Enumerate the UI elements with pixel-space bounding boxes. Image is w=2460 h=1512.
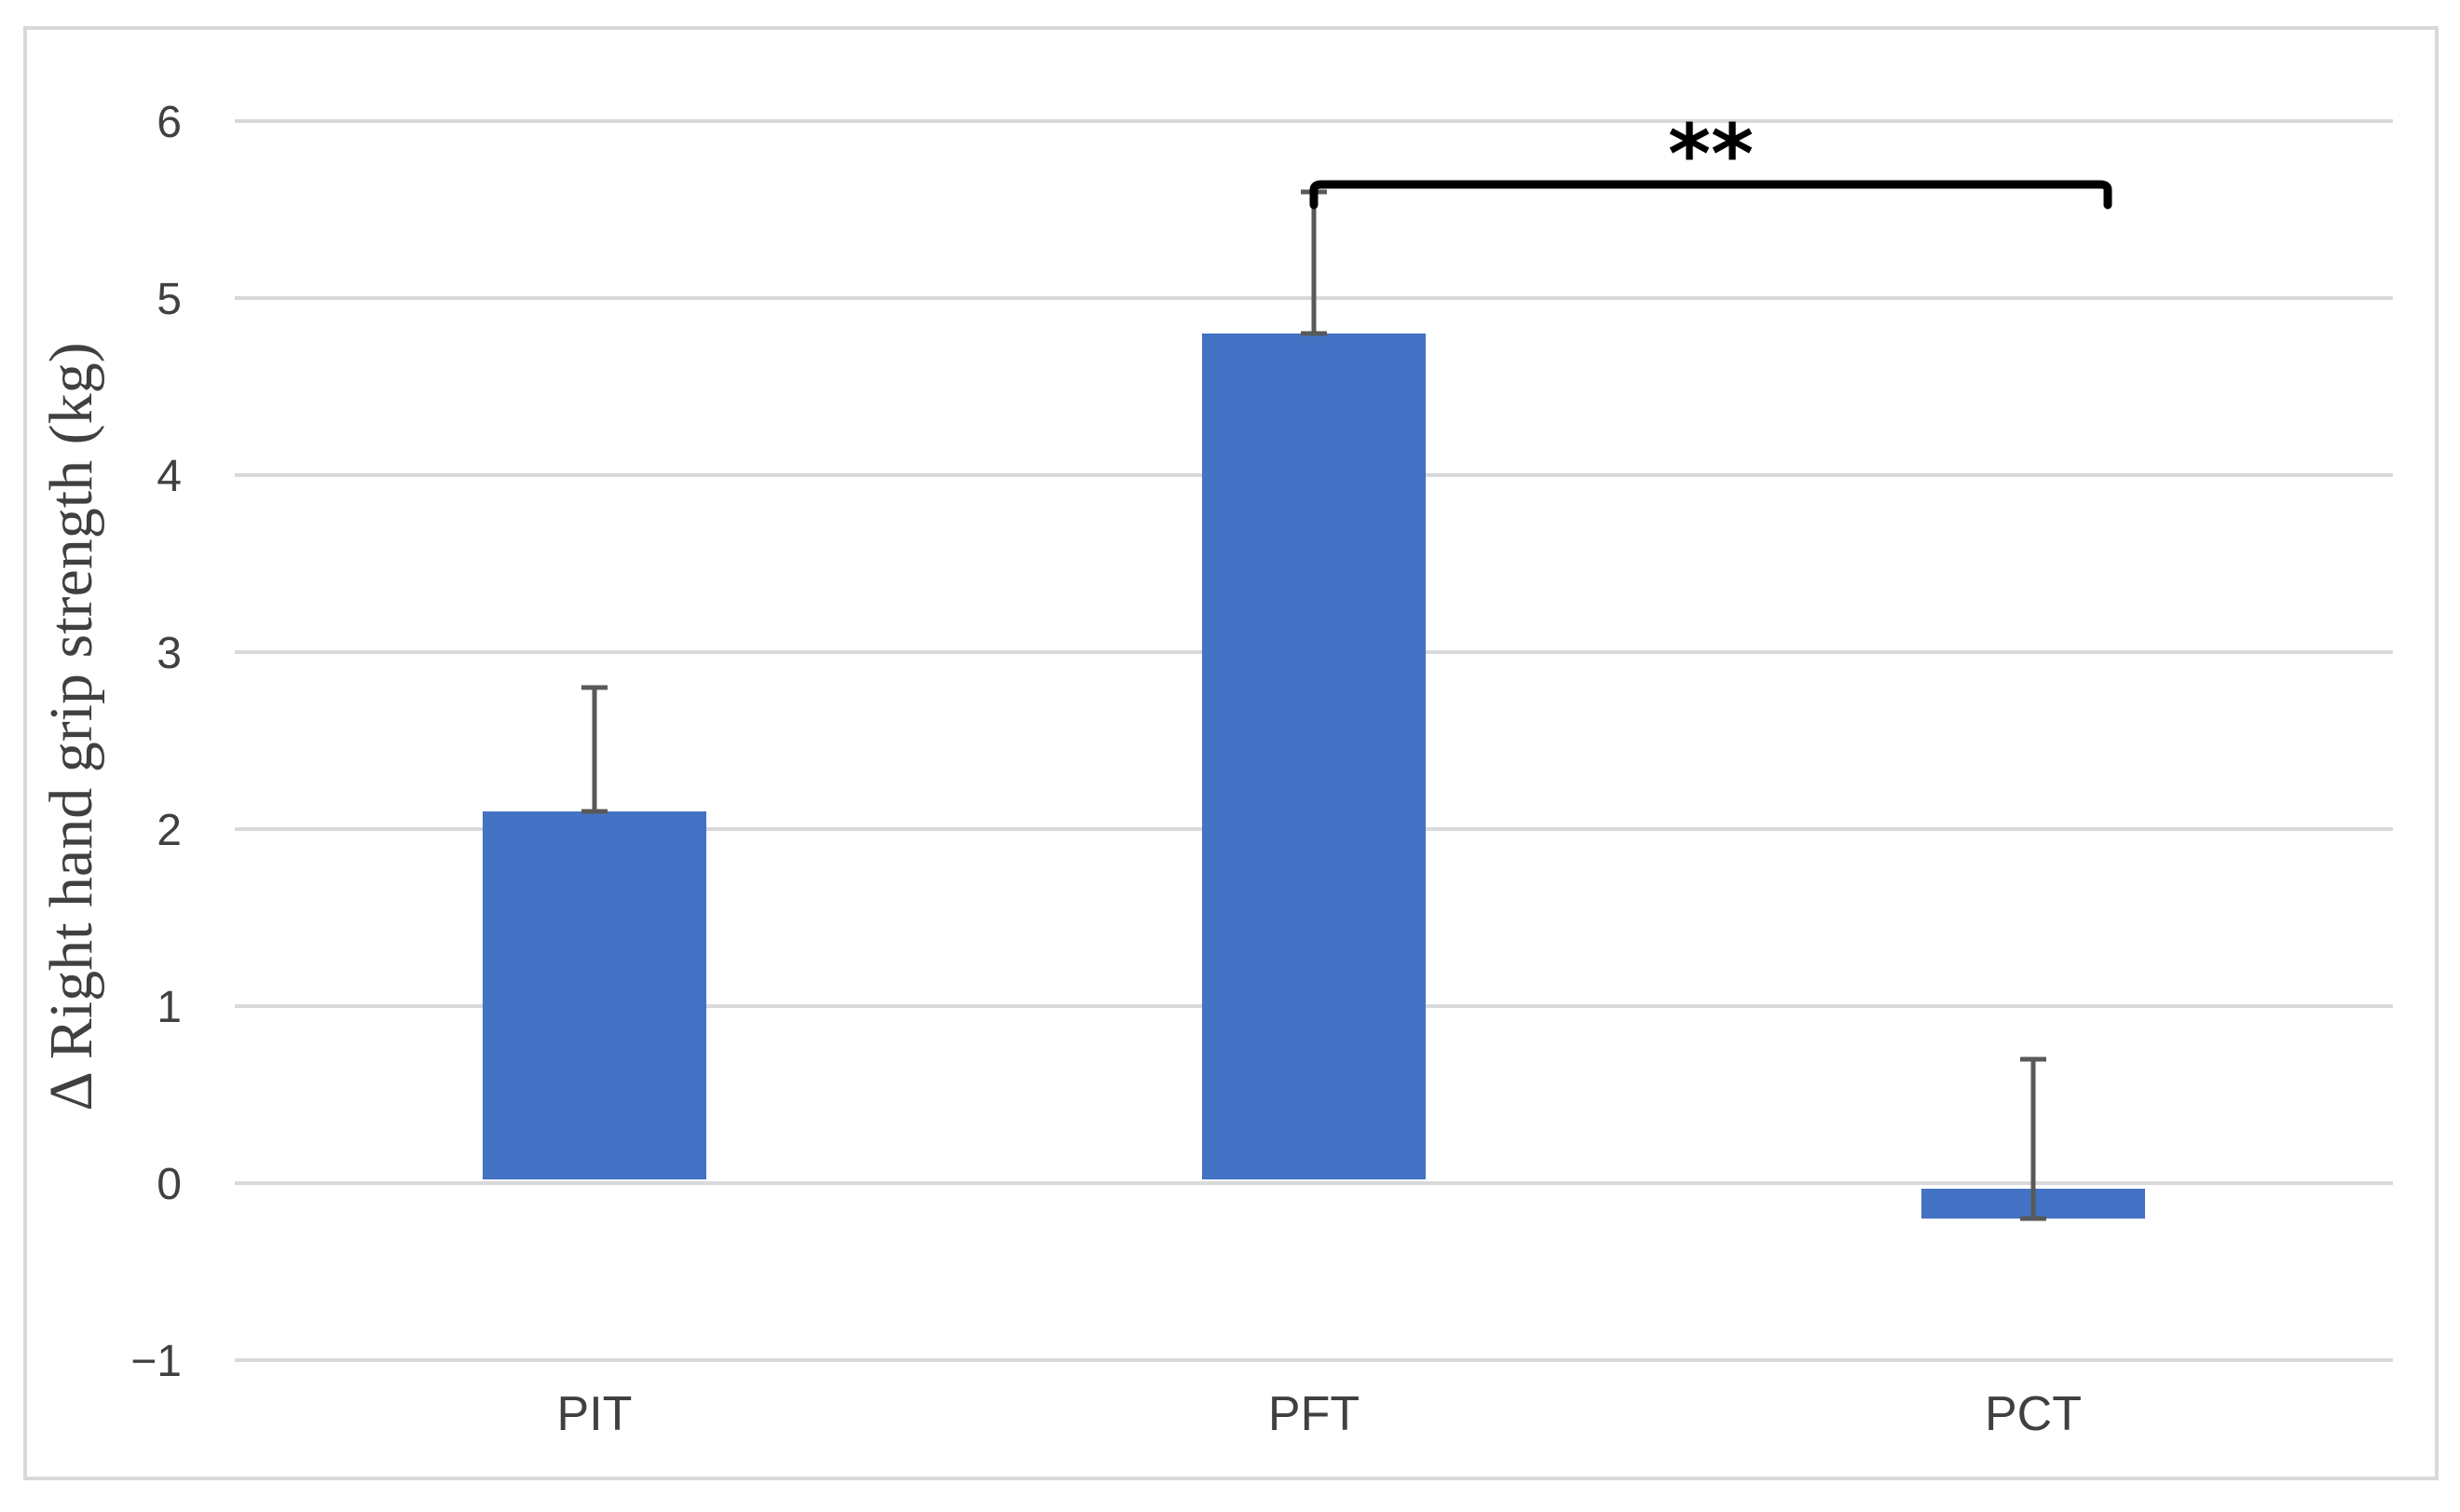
bar-pft xyxy=(1202,334,1426,1179)
y-tick-label: 2 xyxy=(157,806,182,855)
y-tick-label: 6 xyxy=(157,98,182,147)
bars xyxy=(483,334,2145,1219)
y-tick-label: −1 xyxy=(130,1337,182,1386)
x-category-label: PIT xyxy=(557,1387,633,1441)
x-category-label: PFT xyxy=(1268,1387,1360,1441)
significance-label: ** xyxy=(1668,106,1754,202)
y-tick-label: 0 xyxy=(157,1160,182,1209)
y-tick-label: 1 xyxy=(157,983,182,1032)
x-axis-categories: PIT PFT PCT xyxy=(557,1387,2082,1441)
significance-annotation: ** xyxy=(1309,106,2112,210)
y-axis-ticks: −1 0 1 2 3 4 5 6 xyxy=(130,98,182,1386)
y-axis-label: Δ Right hand grip strength (kg) xyxy=(37,342,105,1110)
y-tick-label: 3 xyxy=(157,629,182,678)
y-tick-label: 5 xyxy=(157,275,182,324)
y-tick-label: 4 xyxy=(157,452,182,501)
error-bars xyxy=(581,189,2046,1221)
x-category-label: PCT xyxy=(1985,1387,2082,1441)
bar-pit xyxy=(483,811,706,1179)
significance-bracket xyxy=(1309,180,2112,210)
